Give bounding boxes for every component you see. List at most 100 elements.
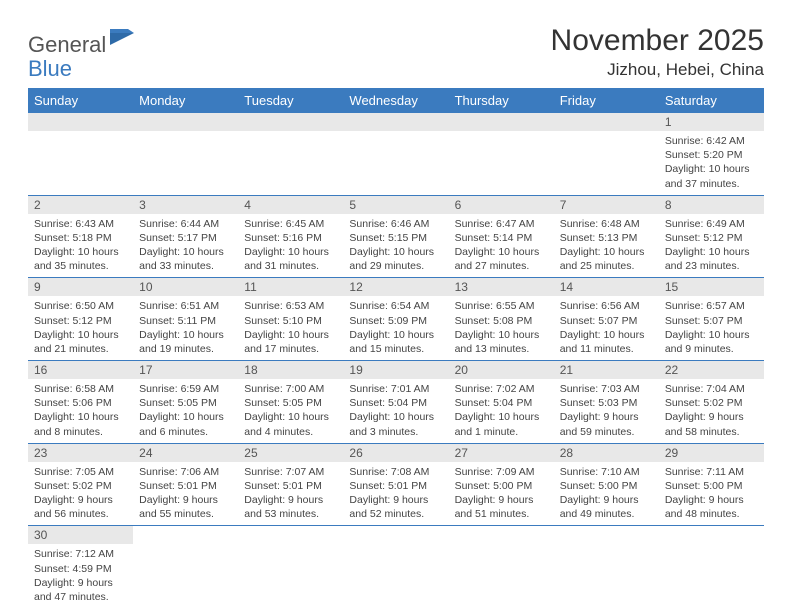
- calendar-cell: [133, 113, 238, 195]
- day-line: Sunset: 5:03 PM: [560, 396, 653, 410]
- calendar-cell: 12Sunrise: 6:54 AMSunset: 5:09 PMDayligh…: [343, 278, 448, 361]
- day-number: 4: [238, 196, 343, 214]
- calendar-cell: 13Sunrise: 6:55 AMSunset: 5:08 PMDayligh…: [449, 278, 554, 361]
- day-line: Daylight: 10 hours: [665, 328, 758, 342]
- day-line: Sunset: 5:20 PM: [665, 148, 758, 162]
- calendar-cell: [238, 526, 343, 608]
- day-body: Sunrise: 6:44 AMSunset: 5:17 PMDaylight:…: [133, 214, 238, 278]
- day-body: Sunrise: 6:58 AMSunset: 5:06 PMDaylight:…: [28, 379, 133, 443]
- day-body: Sunrise: 7:04 AMSunset: 5:02 PMDaylight:…: [659, 379, 764, 443]
- day-line: and 48 minutes.: [665, 507, 758, 521]
- weekday-header: Wednesday: [343, 88, 448, 113]
- day-line: Sunrise: 7:04 AM: [665, 382, 758, 396]
- weekday-header: Sunday: [28, 88, 133, 113]
- title-block: November 2025 Jizhou, Hebei, China: [551, 24, 764, 80]
- calendar-cell: [449, 526, 554, 608]
- calendar-cell: 11Sunrise: 6:53 AMSunset: 5:10 PMDayligh…: [238, 278, 343, 361]
- day-body: Sunrise: 7:08 AMSunset: 5:01 PMDaylight:…: [343, 462, 448, 526]
- day-line: Sunset: 5:04 PM: [349, 396, 442, 410]
- day-number: 3: [133, 196, 238, 214]
- day-line: Daylight: 10 hours: [455, 328, 548, 342]
- day-line: Sunset: 5:02 PM: [665, 396, 758, 410]
- day-body: Sunrise: 6:55 AMSunset: 5:08 PMDaylight:…: [449, 296, 554, 360]
- day-line: Sunrise: 6:45 AM: [244, 217, 337, 231]
- day-line: Daylight: 9 hours: [560, 493, 653, 507]
- day-line: Sunset: 5:11 PM: [139, 314, 232, 328]
- day-line: Sunset: 5:12 PM: [34, 314, 127, 328]
- day-line: and 15 minutes.: [349, 342, 442, 356]
- day-line: Sunrise: 6:47 AM: [455, 217, 548, 231]
- day-line: Sunrise: 6:55 AM: [455, 299, 548, 313]
- day-number: 27: [449, 444, 554, 462]
- day-number: 17: [133, 361, 238, 379]
- calendar-cell: 24Sunrise: 7:06 AMSunset: 5:01 PMDayligh…: [133, 443, 238, 526]
- day-line: Daylight: 9 hours: [244, 493, 337, 507]
- day-line: Sunrise: 6:50 AM: [34, 299, 127, 313]
- calendar-cell: 23Sunrise: 7:05 AMSunset: 5:02 PMDayligh…: [28, 443, 133, 526]
- day-body: Sunrise: 7:05 AMSunset: 5:02 PMDaylight:…: [28, 462, 133, 526]
- day-line: Daylight: 10 hours: [139, 245, 232, 259]
- day-line: Sunset: 5:07 PM: [560, 314, 653, 328]
- day-line: and 59 minutes.: [560, 425, 653, 439]
- day-number: 26: [343, 444, 448, 462]
- day-line: Sunset: 5:15 PM: [349, 231, 442, 245]
- day-line: Sunset: 5:01 PM: [244, 479, 337, 493]
- calendar-cell: [343, 526, 448, 608]
- day-number: 7: [554, 196, 659, 214]
- day-line: Sunset: 5:00 PM: [455, 479, 548, 493]
- day-body: Sunrise: 6:53 AMSunset: 5:10 PMDaylight:…: [238, 296, 343, 360]
- calendar-cell: 16Sunrise: 6:58 AMSunset: 5:06 PMDayligh…: [28, 361, 133, 444]
- day-number: 25: [238, 444, 343, 462]
- day-body: Sunrise: 7:11 AMSunset: 5:00 PMDaylight:…: [659, 462, 764, 526]
- logo-text-main: General: [28, 32, 106, 58]
- day-number: 14: [554, 278, 659, 296]
- day-body: Sunrise: 6:46 AMSunset: 5:15 PMDaylight:…: [343, 214, 448, 278]
- day-body: Sunrise: 7:12 AMSunset: 4:59 PMDaylight:…: [28, 544, 133, 608]
- day-line: Sunset: 5:10 PM: [244, 314, 337, 328]
- day-line: Sunset: 5:05 PM: [244, 396, 337, 410]
- day-body: Sunrise: 7:10 AMSunset: 5:00 PMDaylight:…: [554, 462, 659, 526]
- calendar-cell: 20Sunrise: 7:02 AMSunset: 5:04 PMDayligh…: [449, 361, 554, 444]
- day-line: and 53 minutes.: [244, 507, 337, 521]
- day-line: Daylight: 9 hours: [665, 410, 758, 424]
- month-title: November 2025: [551, 24, 764, 58]
- day-line: Sunrise: 7:09 AM: [455, 465, 548, 479]
- day-line: Sunrise: 6:49 AM: [665, 217, 758, 231]
- day-number: 2: [28, 196, 133, 214]
- day-line: Sunset: 5:13 PM: [560, 231, 653, 245]
- calendar-cell: 1Sunrise: 6:42 AMSunset: 5:20 PMDaylight…: [659, 113, 764, 195]
- day-body: Sunrise: 7:06 AMSunset: 5:01 PMDaylight:…: [133, 462, 238, 526]
- day-line: Daylight: 9 hours: [139, 493, 232, 507]
- weekday-header: Saturday: [659, 88, 764, 113]
- calendar-cell: [133, 526, 238, 608]
- day-line: Daylight: 9 hours: [34, 576, 127, 590]
- day-line: Sunset: 5:18 PM: [34, 231, 127, 245]
- calendar-week-row: 16Sunrise: 6:58 AMSunset: 5:06 PMDayligh…: [28, 361, 764, 444]
- day-line: and 55 minutes.: [139, 507, 232, 521]
- day-line: Sunset: 5:01 PM: [349, 479, 442, 493]
- day-number: 16: [28, 361, 133, 379]
- calendar-header-row: Sunday Monday Tuesday Wednesday Thursday…: [28, 88, 764, 113]
- day-line: Daylight: 10 hours: [560, 245, 653, 259]
- day-body: Sunrise: 6:51 AMSunset: 5:11 PMDaylight:…: [133, 296, 238, 360]
- day-body: Sunrise: 7:03 AMSunset: 5:03 PMDaylight:…: [554, 379, 659, 443]
- day-body: Sunrise: 7:00 AMSunset: 5:05 PMDaylight:…: [238, 379, 343, 443]
- day-line: and 49 minutes.: [560, 507, 653, 521]
- day-number: 22: [659, 361, 764, 379]
- day-line: Daylight: 9 hours: [455, 493, 548, 507]
- day-line: and 6 minutes.: [139, 425, 232, 439]
- day-body: Sunrise: 7:02 AMSunset: 5:04 PMDaylight:…: [449, 379, 554, 443]
- day-line: and 31 minutes.: [244, 259, 337, 273]
- day-body: Sunrise: 6:47 AMSunset: 5:14 PMDaylight:…: [449, 214, 554, 278]
- calendar-cell: [554, 526, 659, 608]
- day-line: Daylight: 10 hours: [139, 328, 232, 342]
- day-body: Sunrise: 6:50 AMSunset: 5:12 PMDaylight:…: [28, 296, 133, 360]
- day-line: Sunrise: 6:46 AM: [349, 217, 442, 231]
- day-line: Daylight: 10 hours: [665, 245, 758, 259]
- day-number: 6: [449, 196, 554, 214]
- calendar-cell: 2Sunrise: 6:43 AMSunset: 5:18 PMDaylight…: [28, 195, 133, 278]
- day-number: 30: [28, 526, 133, 544]
- day-line: Daylight: 9 hours: [665, 493, 758, 507]
- day-line: Sunrise: 6:51 AM: [139, 299, 232, 313]
- calendar-week-row: 30Sunrise: 7:12 AMSunset: 4:59 PMDayligh…: [28, 526, 764, 608]
